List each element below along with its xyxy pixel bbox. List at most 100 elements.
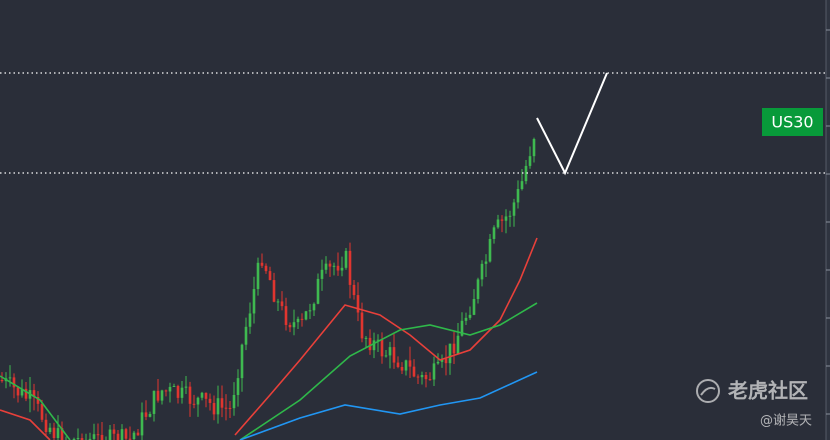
candle-body (340, 267, 344, 271)
candle-body (212, 402, 216, 415)
candle-body (168, 386, 172, 392)
candle-body (140, 412, 144, 436)
watermark-brand: 老虎社区 (728, 379, 808, 403)
candle-body (228, 407, 232, 409)
candle-body (368, 337, 372, 351)
candle-body (220, 398, 224, 408)
candle-body (516, 189, 520, 203)
candle-body (116, 433, 120, 440)
candle-body (316, 278, 320, 304)
candle-body (328, 263, 332, 267)
ma-mid-left (0, 375, 71, 440)
candle-body (520, 181, 524, 190)
candle-body (184, 386, 188, 388)
watermark-logo-mark (700, 386, 716, 396)
candle-body (396, 362, 400, 368)
candles (0, 137, 536, 440)
candle-body (356, 295, 360, 313)
candle-body (448, 343, 452, 364)
candle-body (292, 322, 296, 328)
candle-body (296, 318, 300, 323)
candle-body (256, 262, 260, 290)
candle-body (72, 438, 76, 440)
candle-body (472, 298, 476, 315)
candle-body (416, 376, 420, 378)
candle-body (248, 313, 252, 327)
candle-body (44, 419, 48, 433)
candle-body (468, 314, 472, 318)
candle-body (40, 403, 44, 420)
candle-body (132, 432, 136, 440)
candle-body (324, 263, 328, 270)
candle-body (344, 250, 348, 268)
candle-body (172, 386, 176, 388)
candle-body (500, 219, 504, 221)
candle-body (192, 403, 196, 405)
candle-body (32, 390, 36, 397)
candle-body (92, 434, 96, 439)
candle-body (384, 355, 388, 357)
candle-body (80, 438, 84, 440)
candle-body (120, 429, 124, 440)
candle-body (236, 378, 240, 395)
candle-body (504, 216, 508, 221)
candle-body (484, 261, 488, 264)
symbol-label: US30 (771, 113, 813, 132)
candle-body (108, 429, 112, 440)
candle-body (332, 265, 336, 267)
candle-body (176, 386, 180, 398)
candle-body (392, 347, 396, 363)
candle-body (112, 429, 116, 434)
candle-body (388, 347, 392, 356)
candle-body (488, 238, 492, 262)
candle-body (512, 202, 516, 216)
price-axis-ticks (826, 29, 830, 415)
candle-body (408, 360, 412, 367)
candle-body (284, 306, 288, 325)
candle-body (8, 377, 12, 379)
candle-body (304, 311, 308, 320)
candle-body (492, 227, 496, 239)
candle-body (348, 250, 352, 285)
price-axis (826, 0, 830, 440)
candle-body (260, 262, 264, 266)
candle-body (12, 377, 16, 388)
watermark-author: @谢昊天 (760, 413, 812, 429)
candle-body (308, 310, 312, 312)
candle-body (312, 303, 316, 311)
candle-body (96, 434, 100, 436)
candle-body (380, 339, 384, 357)
candle-body (252, 289, 256, 314)
candle-body (424, 374, 428, 380)
ma-fast-left (0, 409, 51, 440)
candle-body (456, 335, 460, 354)
candle-body (36, 396, 40, 404)
candle-body (272, 280, 276, 302)
candle-body (56, 428, 60, 439)
candle-body (508, 215, 512, 217)
candle-body (148, 413, 152, 417)
candle-body (100, 434, 104, 440)
candle-body (444, 358, 448, 364)
candle-body (16, 387, 20, 396)
candle-body (224, 407, 228, 409)
candle-body (364, 337, 368, 339)
candle-body (268, 271, 272, 281)
candle-body (136, 432, 140, 436)
candle-body (428, 379, 432, 381)
candle-body (264, 265, 268, 272)
symbol-badge (762, 108, 823, 136)
candle-body (352, 284, 356, 296)
candle-body (480, 263, 484, 280)
moving-averages (0, 237, 538, 440)
candle-body (452, 343, 456, 354)
candle-body (52, 427, 56, 439)
candle-body (164, 390, 168, 392)
candle-body (460, 320, 464, 336)
candle-body (0, 380, 4, 382)
candle-body (88, 438, 92, 440)
candle-body (216, 398, 220, 415)
candle-body (528, 156, 532, 166)
candle-body (180, 387, 184, 398)
